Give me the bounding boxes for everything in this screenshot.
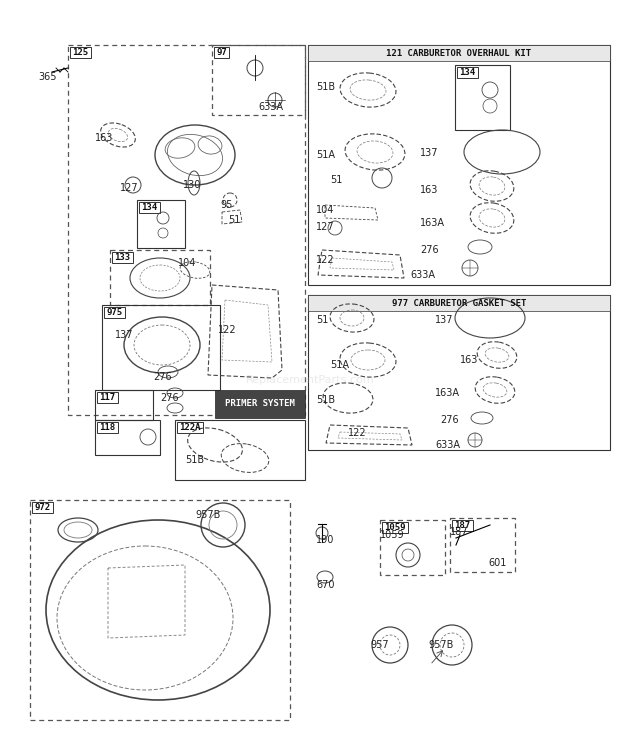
Bar xyxy=(380,520,445,575)
Bar xyxy=(70,47,91,58)
Text: 95: 95 xyxy=(220,200,232,210)
Bar xyxy=(110,250,210,305)
Text: 51: 51 xyxy=(330,175,342,185)
Text: 127: 127 xyxy=(120,183,139,193)
Text: 957: 957 xyxy=(370,640,389,650)
Text: 187: 187 xyxy=(450,527,469,537)
Bar xyxy=(139,202,159,213)
Bar xyxy=(382,522,408,533)
Text: 633A: 633A xyxy=(410,270,435,280)
Bar xyxy=(308,295,610,311)
Text: 118: 118 xyxy=(99,423,115,432)
Text: 51: 51 xyxy=(316,315,329,325)
Text: 51A: 51A xyxy=(316,150,335,160)
Text: 51B: 51B xyxy=(316,82,335,92)
Bar xyxy=(102,305,220,390)
Text: 134: 134 xyxy=(141,203,157,212)
Bar xyxy=(97,422,118,433)
Bar xyxy=(175,420,305,480)
Bar xyxy=(30,500,290,720)
Text: 137: 137 xyxy=(115,330,133,340)
Text: ReplacementParts.com: ReplacementParts.com xyxy=(246,375,374,385)
Bar xyxy=(112,252,133,263)
Text: 276: 276 xyxy=(160,393,179,403)
Text: 1059: 1059 xyxy=(380,530,405,540)
Text: 137: 137 xyxy=(435,315,453,325)
Text: 601: 601 xyxy=(488,558,507,568)
Text: 365: 365 xyxy=(38,72,56,82)
Text: 133: 133 xyxy=(114,253,130,262)
Text: 163A: 163A xyxy=(435,388,460,398)
Text: 104: 104 xyxy=(316,205,334,215)
Text: 51B: 51B xyxy=(316,395,335,405)
Bar xyxy=(214,47,229,58)
Text: 137: 137 xyxy=(420,148,438,158)
Text: 163A: 163A xyxy=(420,218,445,228)
Text: 122: 122 xyxy=(348,428,366,438)
Text: 276: 276 xyxy=(153,372,172,382)
Text: 633A: 633A xyxy=(258,102,283,112)
Text: 163: 163 xyxy=(420,185,438,195)
Text: 276: 276 xyxy=(440,415,459,425)
Bar xyxy=(95,390,153,420)
Bar xyxy=(457,67,477,78)
Bar xyxy=(68,45,305,415)
Text: 51B: 51B xyxy=(185,455,204,465)
Text: 130: 130 xyxy=(183,180,202,190)
Bar xyxy=(452,520,472,531)
Bar xyxy=(450,518,515,572)
Text: 51A: 51A xyxy=(330,360,349,370)
Bar xyxy=(104,307,125,318)
Bar xyxy=(308,45,610,285)
Text: 276: 276 xyxy=(420,245,438,255)
Bar xyxy=(212,45,305,115)
Text: 122A: 122A xyxy=(179,423,201,432)
Text: 1059: 1059 xyxy=(384,523,405,532)
Text: 121 CARBURETOR OVERHAUL KIT: 121 CARBURETOR OVERHAUL KIT xyxy=(386,48,531,57)
Text: 104: 104 xyxy=(178,258,197,268)
Text: PRIMER SYSTEM: PRIMER SYSTEM xyxy=(225,400,295,408)
Text: 163: 163 xyxy=(460,355,479,365)
Bar xyxy=(137,200,185,248)
Bar xyxy=(455,65,510,130)
Bar xyxy=(177,422,203,433)
Bar xyxy=(215,390,305,418)
Text: 972: 972 xyxy=(34,503,50,512)
Bar xyxy=(97,392,118,403)
Text: 134: 134 xyxy=(459,68,476,77)
Text: 190: 190 xyxy=(316,535,334,545)
Bar xyxy=(308,295,610,450)
Text: 975: 975 xyxy=(106,308,122,317)
Text: 97: 97 xyxy=(216,48,227,57)
Bar xyxy=(32,502,53,513)
Text: 125: 125 xyxy=(72,48,88,57)
Text: 51: 51 xyxy=(228,215,241,225)
Text: 957B: 957B xyxy=(195,510,220,520)
Text: 122: 122 xyxy=(316,255,335,265)
Bar xyxy=(95,420,160,455)
Text: 633A: 633A xyxy=(435,440,460,450)
Text: 957B: 957B xyxy=(428,640,453,650)
Text: 127: 127 xyxy=(316,222,335,232)
Text: 117: 117 xyxy=(99,393,115,402)
Bar xyxy=(308,45,610,61)
Text: 122: 122 xyxy=(218,325,237,335)
Text: 977 CARBURETOR GASKET SET: 977 CARBURETOR GASKET SET xyxy=(392,298,526,307)
Text: 187: 187 xyxy=(454,521,471,530)
Text: 163: 163 xyxy=(95,133,113,143)
Text: 670: 670 xyxy=(316,580,335,590)
